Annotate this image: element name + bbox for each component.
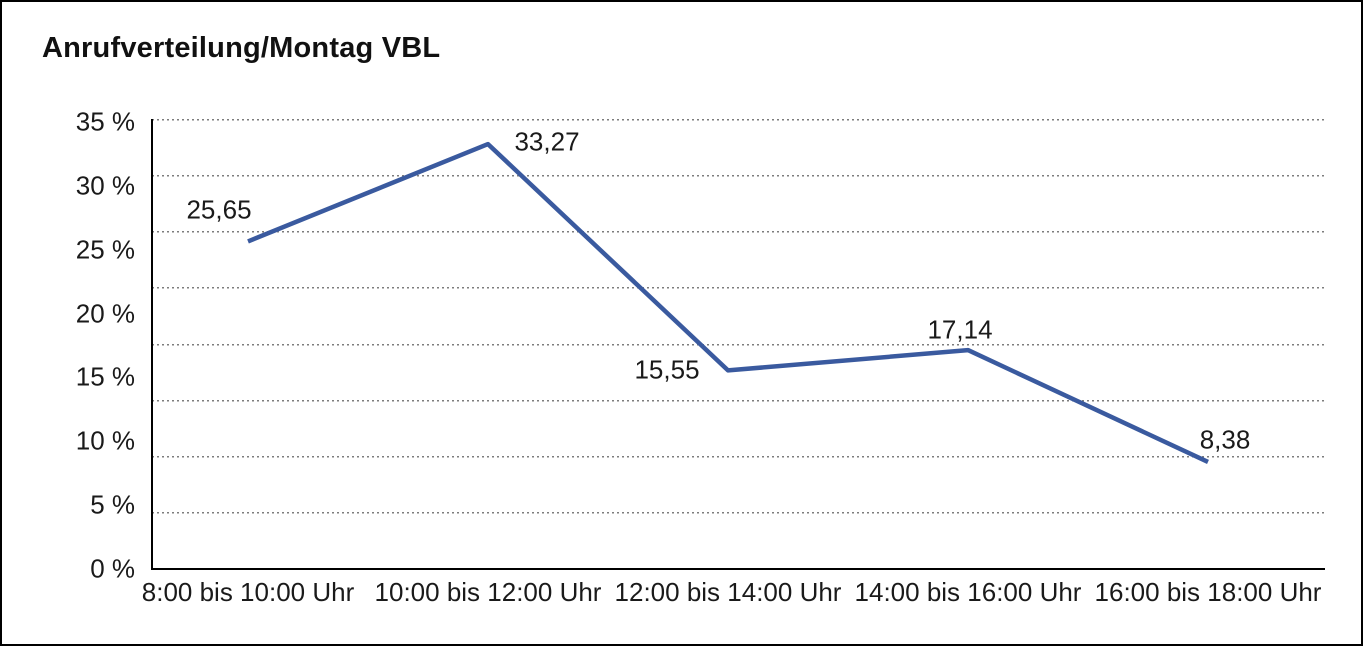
y-tick-label: 0 % bbox=[90, 553, 135, 584]
x-tick-label: 14:00 bis 16:00 Uhr bbox=[854, 577, 1082, 607]
x-tick-label: 10:00 bis 12:00 Uhr bbox=[374, 577, 602, 607]
gridline bbox=[152, 231, 1325, 234]
data-point-label: 15,55 bbox=[634, 354, 700, 385]
gridline bbox=[152, 175, 1325, 178]
data-line bbox=[247, 141, 1209, 465]
data-point-label: 25,65 bbox=[186, 194, 252, 225]
y-tick-label: 5 % bbox=[90, 489, 135, 520]
gridline bbox=[152, 119, 1325, 121]
data-point-label: 17,14 bbox=[927, 314, 993, 345]
x-tick-label: 16:00 bis 18:00 Uhr bbox=[1094, 577, 1322, 607]
y-tick-label: 15 % bbox=[75, 361, 135, 392]
gridline bbox=[152, 511, 1325, 514]
data-point-label: 8,38 bbox=[1199, 424, 1251, 455]
data-point-label: 33,27 bbox=[514, 126, 580, 157]
x-tick-label: 8:00 bis 10:00 Uhr bbox=[141, 577, 355, 607]
gridline bbox=[152, 343, 1325, 346]
gridline bbox=[152, 287, 1325, 290]
y-tick-label: 25 % bbox=[75, 234, 135, 265]
chart-title: Anrufverteilung/Montag VBL bbox=[42, 32, 441, 64]
y-tick-label: 20 % bbox=[75, 298, 135, 329]
y-tick-label: 35 % bbox=[75, 106, 135, 137]
x-tick-label: 12:00 bis 14:00 Uhr bbox=[614, 577, 842, 607]
gridline bbox=[152, 455, 1325, 458]
gridline bbox=[152, 399, 1325, 402]
y-tick-label: 10 % bbox=[75, 425, 135, 456]
x-axis-line bbox=[151, 568, 1325, 570]
y-tick-label: 30 % bbox=[75, 170, 135, 201]
y-axis-line bbox=[151, 119, 153, 570]
